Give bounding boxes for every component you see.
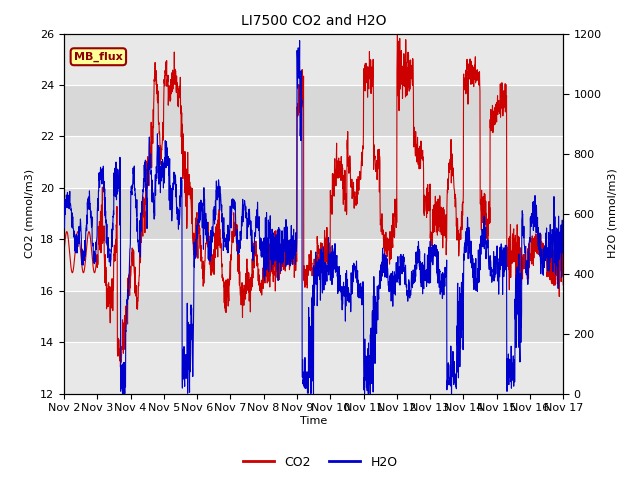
Y-axis label: CO2 (mmol/m3): CO2 (mmol/m3) <box>24 169 35 258</box>
Bar <box>64 240 563 291</box>
Bar <box>64 342 563 394</box>
Bar <box>64 34 563 85</box>
Text: MB_flux: MB_flux <box>74 51 123 62</box>
Legend: CO2, H2O: CO2, H2O <box>237 451 403 474</box>
Bar <box>64 136 563 188</box>
Title: LI7500 CO2 and H2O: LI7500 CO2 and H2O <box>241 14 387 28</box>
Y-axis label: H2O (mmol/m3): H2O (mmol/m3) <box>607 169 618 258</box>
X-axis label: Time: Time <box>300 416 327 426</box>
